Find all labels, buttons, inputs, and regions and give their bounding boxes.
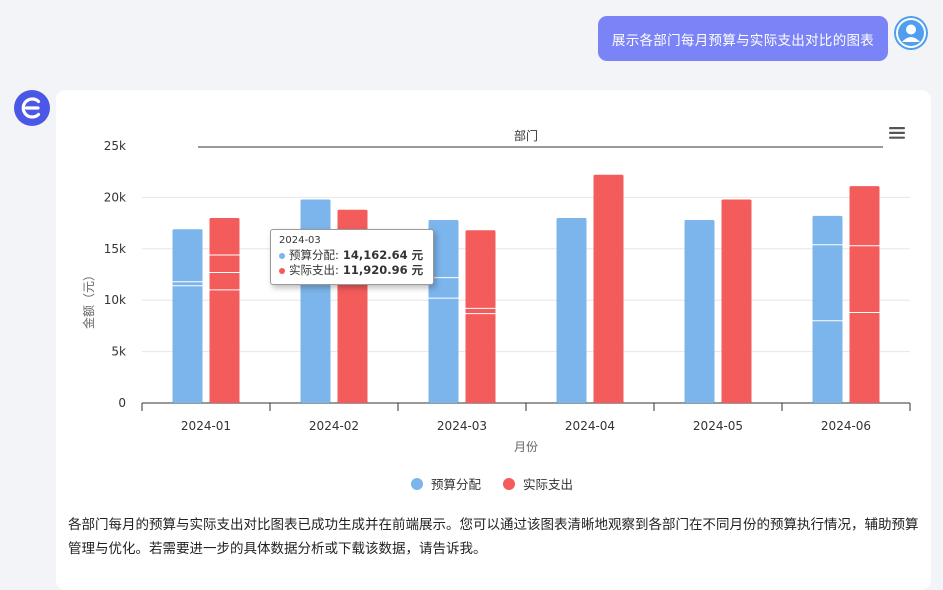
legend-item-budget[interactable]: 预算分配: [411, 474, 481, 493]
user-message-text: 展示各部门每月预算与实际支出对比的图表: [611, 32, 875, 49]
tooltip-row-budget: 预算分配: 14,162.64 元: [279, 248, 425, 263]
y-tick-label: 5k: [111, 345, 126, 359]
user-message-bubble: 展示各部门每月预算与实际支出对比的图表: [598, 16, 888, 61]
tooltip-value-actual: 11,920.96 元: [342, 263, 424, 277]
bar-actual[interactable]: [209, 217, 240, 403]
legend-dot-actual: [503, 477, 516, 490]
user-avatar[interactable]: [894, 16, 928, 50]
x-tick-label: 2024-04: [565, 419, 615, 433]
bar-budget[interactable]: [428, 220, 459, 403]
x-axis-label: 月份: [514, 440, 538, 454]
legend-label-actual: 实际支出: [523, 477, 574, 492]
y-tick-label: 0: [118, 396, 126, 410]
bar-actual[interactable]: [593, 174, 624, 403]
x-tick-label: 2024-02: [309, 419, 359, 433]
assistant-summary-text: 各部门每月的预算与实际支出对比图表已成功生成并在前端展示。您可以通过该图表清晰地…: [68, 517, 919, 557]
chart-menu-icon[interactable]: [888, 126, 906, 140]
assistant-avatar: [14, 90, 50, 126]
bar-actual[interactable]: [721, 199, 752, 403]
chart-title: 部门: [514, 128, 538, 143]
assistant-logo-icon: [21, 97, 41, 119]
y-axis-label: 金额（元）: [81, 269, 96, 329]
tooltip-value-budget: 14,162.64 元: [342, 248, 424, 262]
tooltip-label-budget: 预算分配:: [289, 248, 339, 262]
y-tick-label: 25k: [104, 139, 126, 153]
bar-budget[interactable]: [556, 217, 587, 403]
bar-budget[interactable]: [812, 215, 843, 403]
x-tick-labels: 2024-01 2024-02 2024-03 2024-04 2024-05 2024-…: [141, 403, 911, 433]
bar-budget[interactable]: [684, 220, 715, 403]
tooltip-title: 2024-03: [279, 235, 321, 246]
bars: [172, 174, 880, 403]
y-tick-label: 15k: [104, 242, 126, 256]
chart-tooltip: 2024-03 预算分配: 14,162.64 元 实际支出: 11,920.9…: [270, 229, 434, 285]
x-tick-label: 2024-05: [693, 419, 743, 433]
x-tick-label: 2024-01: [181, 419, 231, 433]
legend-item-actual[interactable]: 实际支出: [503, 474, 573, 493]
bar-budget[interactable]: [172, 229, 203, 403]
tooltip-row-actual: 实际支出: 11,920.96 元: [279, 263, 425, 278]
y-tick-label: 10k: [104, 293, 126, 307]
x-tick-label: 2024-03: [437, 419, 487, 433]
tooltip-dot-budget: [279, 252, 285, 259]
y-tick-labels: 0 5k 10k 15k 20k 25k: [104, 139, 126, 410]
tooltip-dot-actual: [279, 267, 285, 274]
x-tick-label: 2024-06: [821, 419, 871, 433]
bar-actual[interactable]: [465, 230, 496, 403]
legend-dot-budget: [411, 477, 423, 490]
grid-lines: [142, 196, 910, 404]
legend-label-budget: 预算分配: [431, 477, 482, 492]
user-icon: [896, 18, 926, 48]
chart-legend: 预算分配 实际支出: [411, 474, 573, 493]
tooltip-label-actual: 实际支出:: [289, 263, 339, 277]
bar-actual[interactable]: [849, 186, 880, 403]
y-tick-label: 20k: [104, 190, 126, 204]
